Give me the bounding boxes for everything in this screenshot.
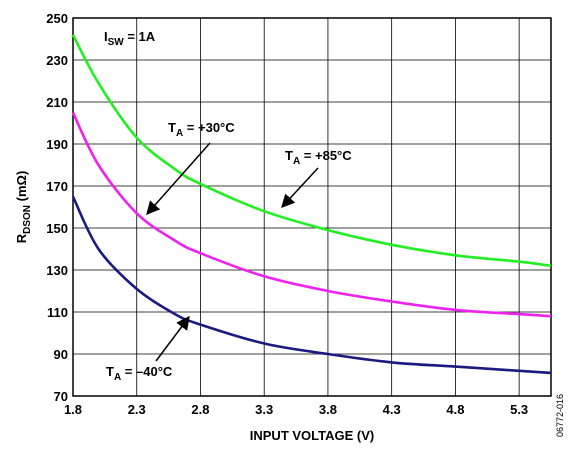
y-tick-label: 210 (46, 95, 68, 110)
y-tick-labels: 70 90 110 130 150 170 190 210 230 250 (46, 11, 68, 404)
arrow-tm40 (155, 315, 190, 362)
y-tick-label: 170 (46, 179, 68, 194)
plot-frame (72, 17, 552, 397)
series-line-1 (71, 111, 552, 318)
series-line-2 (71, 195, 552, 375)
x-tick-labels: 1.8 2.3 2.8 3.3 3.8 4.3 4.8 5.3 (64, 402, 528, 417)
y-tick-label: 230 (46, 53, 68, 68)
label-tm40: TA = –40°C (106, 364, 173, 383)
label-t30: TA = +30°C (168, 120, 235, 139)
x-tick-label: 2.3 (128, 402, 146, 417)
x-tick-label: 2.8 (191, 402, 209, 417)
y-tick-label: 130 (46, 263, 68, 278)
document-id: 06772-016 (555, 394, 565, 437)
y-tick-label: 190 (46, 137, 68, 152)
y-tick-label: 70 (54, 389, 68, 404)
y-axis-title: RDSON (mΩ) (14, 171, 33, 244)
x-tick-label: 5.3 (510, 402, 528, 417)
x-tick-label: 3.8 (319, 402, 337, 417)
series-line-0 (71, 34, 552, 268)
x-tick-label: 1.8 (64, 402, 82, 417)
series-lines (71, 34, 552, 375)
y-tick-label: 250 (46, 11, 68, 26)
y-tick-label: 90 (54, 347, 68, 362)
label-t85: TA = +85°C (285, 148, 352, 167)
arrow-t85 (281, 167, 319, 208)
x-axis-title: INPUT VOLTAGE (V) (250, 428, 374, 443)
arrow-t30 (146, 142, 211, 216)
grid-lines (73, 18, 551, 396)
x-tick-label: 4.3 (383, 402, 401, 417)
y-tick-label: 150 (46, 221, 68, 236)
x-tick-label: 4.8 (446, 402, 464, 417)
x-tick-label: 3.3 (255, 402, 273, 417)
isw-annotation: ISW = 1A (104, 29, 156, 48)
y-tick-label: 110 (47, 305, 68, 320)
